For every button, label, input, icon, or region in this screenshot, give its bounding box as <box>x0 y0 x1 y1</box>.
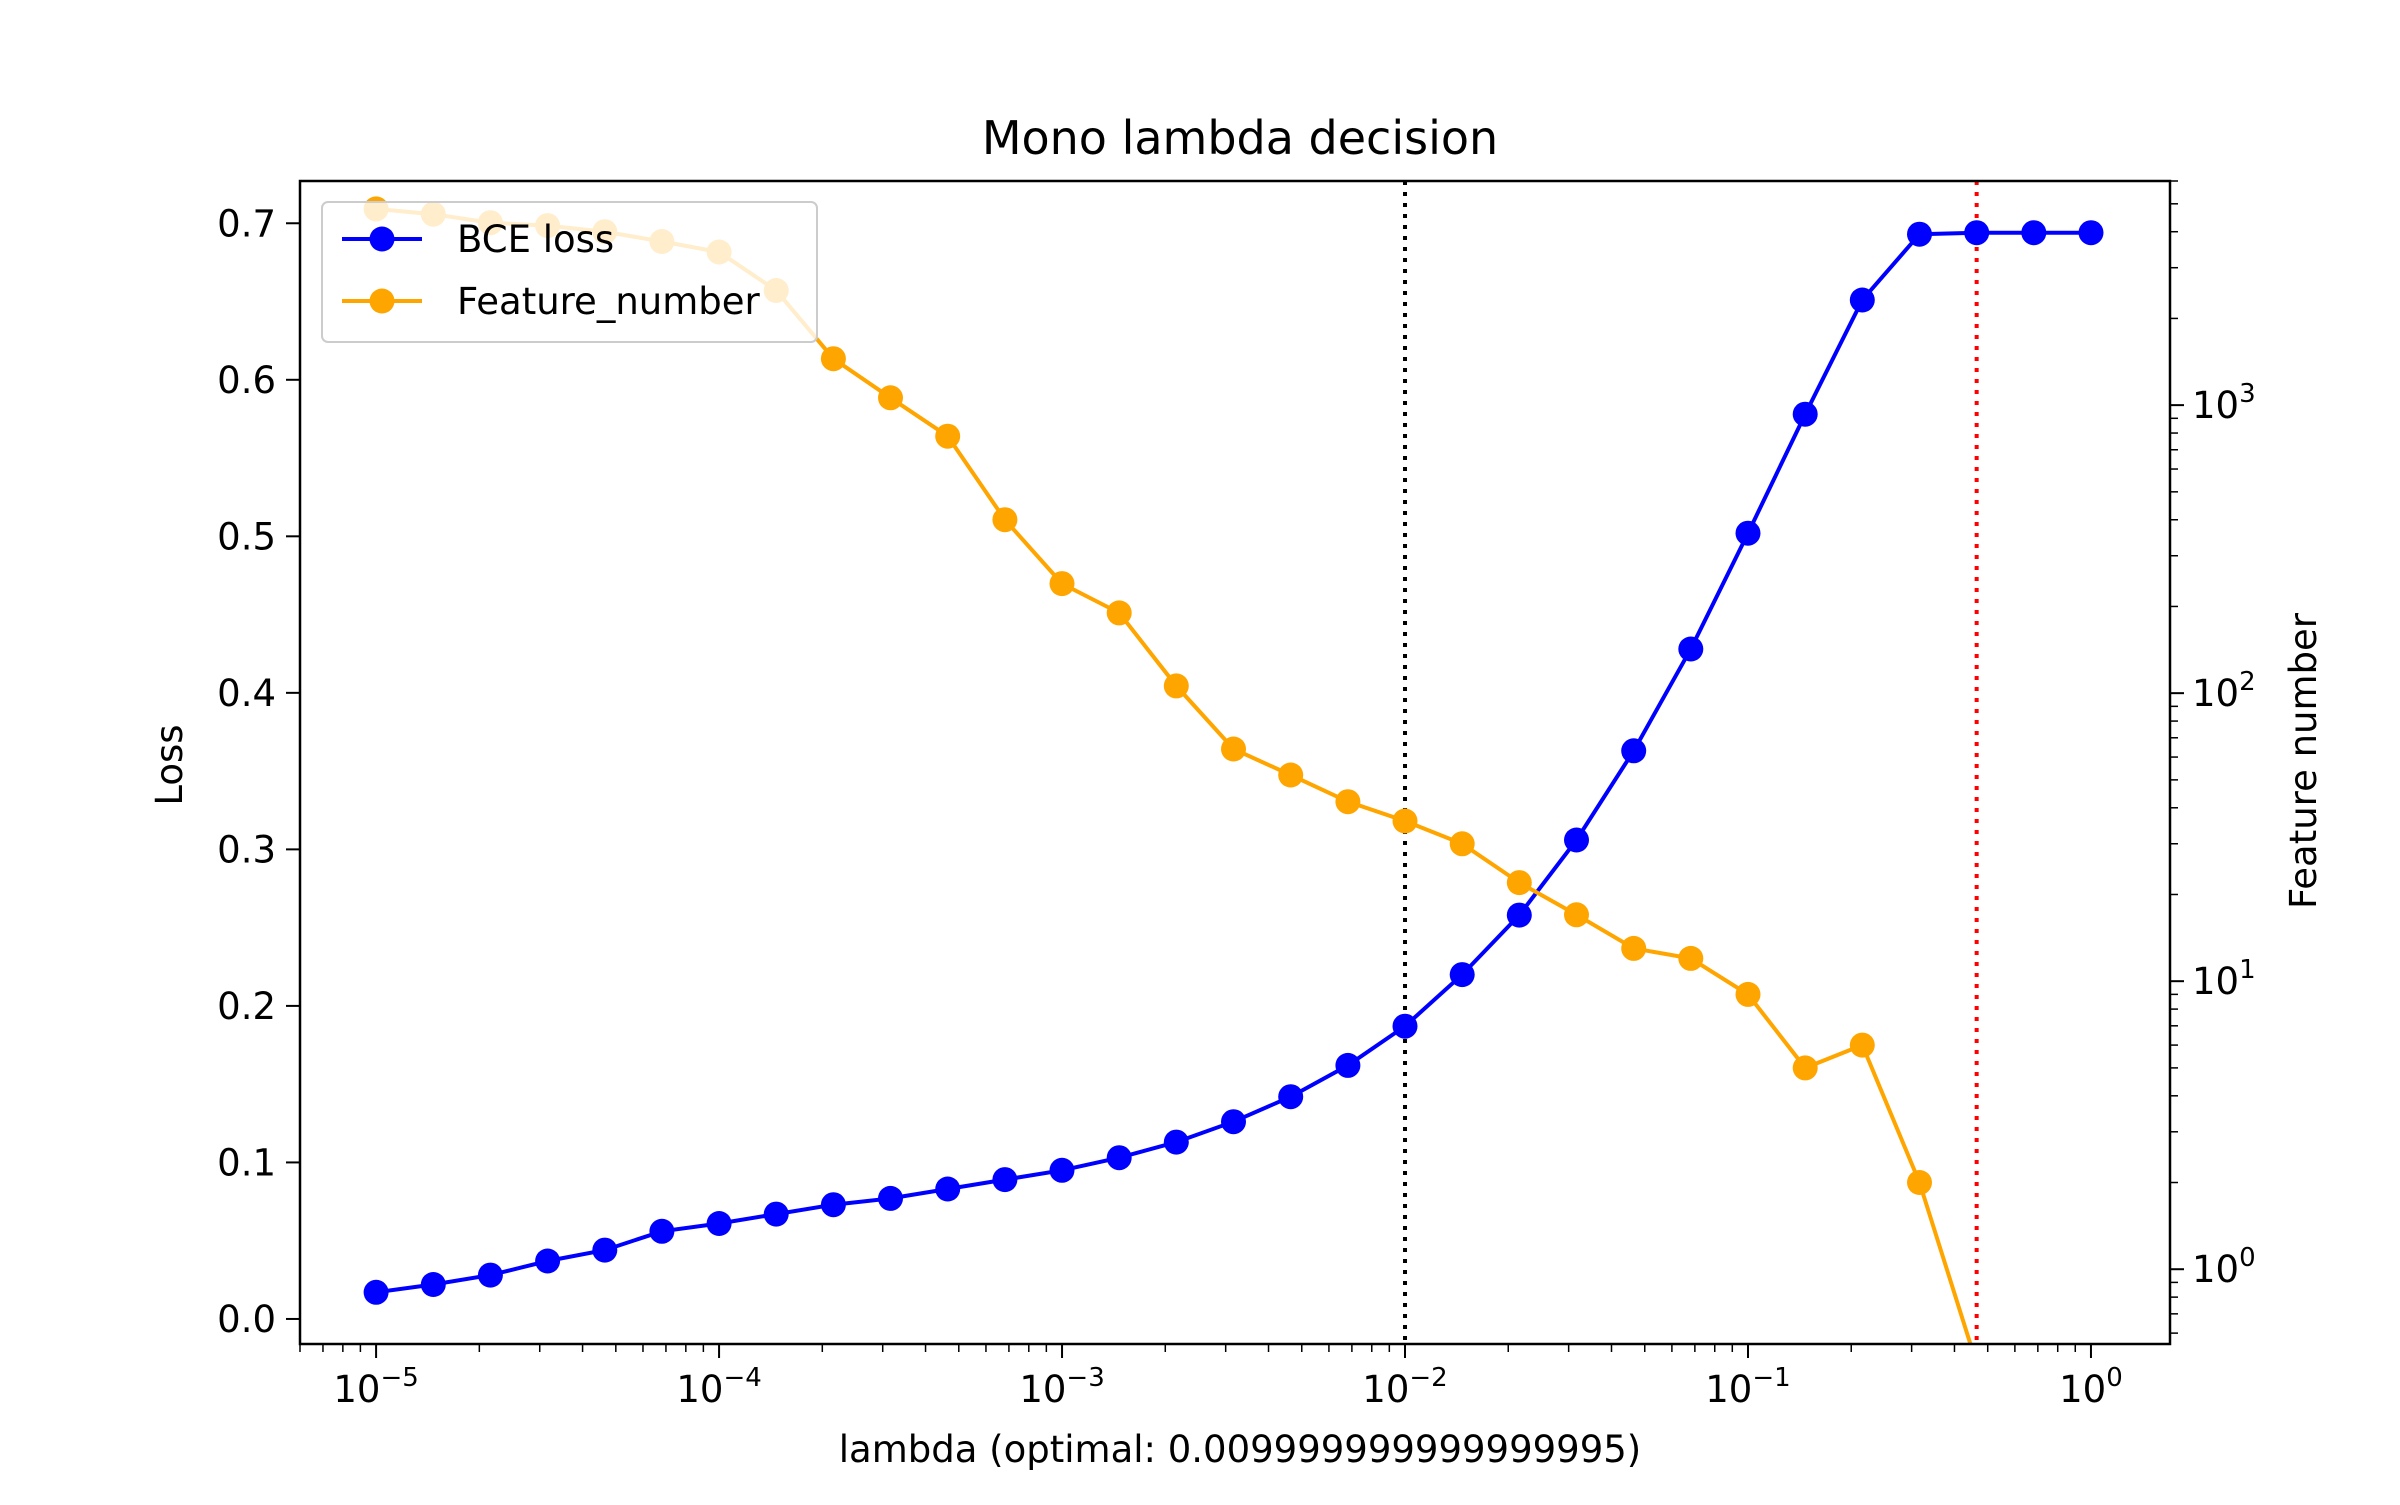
feature-number-point <box>1049 571 1075 597</box>
y-right-tick-label: 101 <box>2192 955 2256 1003</box>
feature-number-point <box>992 507 1018 533</box>
bce-loss-point <box>1564 827 1589 853</box>
plot-area: 10−5 10−4 10−3 10−2 10−1 100 0.0 0.1 0.2 0.3 0.4 0.… <box>217 179 2256 1411</box>
bce-loss-point <box>1449 962 1475 988</box>
y-left-tick-label: 0.0 <box>217 1298 276 1341</box>
bce-loss-point <box>1049 1157 1075 1183</box>
bce-loss-point <box>1221 1109 1246 1135</box>
y-right-tick-label: 103 <box>2192 379 2256 427</box>
legend-feature-number-marker <box>369 288 395 314</box>
legend: BCE loss Feature_number <box>321 201 818 343</box>
feature-number-point <box>1449 831 1475 857</box>
x-tick-label: 10−4 <box>676 1363 761 1411</box>
chart-title: Mono lambda decision <box>982 111 1498 165</box>
y-right-tick-label: 102 <box>2192 667 2256 715</box>
y-axis-label-right: Feature number <box>2282 612 2325 909</box>
bce-loss-point <box>1964 220 1990 246</box>
bce-loss-point <box>1506 902 1532 928</box>
bce-loss-point <box>477 1262 503 1288</box>
bce-loss-point <box>1106 1145 1132 1171</box>
bce-loss-point <box>420 1272 446 1297</box>
bce-loss-point <box>1335 1052 1361 1078</box>
bce-loss-point <box>649 1218 675 1244</box>
feature-number-point <box>1392 808 1418 834</box>
feature-number-point <box>935 423 961 449</box>
feature-number-point <box>1221 736 1246 762</box>
feature-number-point <box>1564 902 1589 928</box>
legend-box <box>321 201 818 343</box>
feature-number-line <box>375 206 1973 1344</box>
plot-frame <box>298 179 2172 1346</box>
bce-loss-point <box>820 1192 846 1218</box>
x-tick-label: 10−3 <box>1019 1363 1104 1411</box>
y-left-tick-label: 0.5 <box>217 515 276 558</box>
feature-number-point <box>1506 870 1532 896</box>
bce-loss-point <box>992 1167 1018 1193</box>
feature-number-point <box>1849 1032 1875 1058</box>
y-left-tick-label: 0.3 <box>217 828 276 871</box>
legend-bce-loss-marker <box>369 226 395 252</box>
feature-number-point <box>820 346 846 372</box>
bce-loss-point <box>592 1237 618 1263</box>
bce-loss-point <box>1678 636 1704 662</box>
x-tick-label: 10−2 <box>1362 1363 1447 1411</box>
y-left-tick-label: 0.7 <box>217 202 276 245</box>
feature-number-point <box>1163 673 1189 699</box>
y-axis-label-left: Loss <box>148 724 191 805</box>
feature-number-point <box>878 385 903 411</box>
y-left-tick-label: 0.4 <box>217 672 276 715</box>
feature-number-point <box>1106 600 1132 626</box>
legend-feature-number-label: Feature_number <box>457 280 761 323</box>
bce-loss-point <box>1907 221 1932 247</box>
bce-loss-point <box>1792 401 1818 427</box>
y-right-tick-label: 100 <box>2192 1243 2256 1291</box>
y-left-tick-label: 0.6 <box>217 359 276 402</box>
feature-number-point <box>1278 762 1304 788</box>
bce-loss-point <box>1392 1013 1418 1039</box>
bce-loss-point <box>1735 520 1761 546</box>
feature-number-point <box>1678 945 1704 971</box>
bce-loss-point <box>363 1279 389 1305</box>
bce-loss-point <box>1278 1084 1304 1110</box>
bce-loss-point <box>706 1211 732 1236</box>
bce-loss-point <box>1163 1129 1189 1155</box>
x-axis-label: lambda (optimal: 0.009999999999999995) <box>839 1428 1641 1471</box>
bce-loss-point <box>1849 287 1875 313</box>
x-tick-label: 100 <box>2059 1363 2123 1411</box>
bce-loss-point <box>763 1201 789 1227</box>
feature-number-point <box>1335 789 1361 815</box>
bce-loss-point <box>878 1185 903 1211</box>
bce-loss-point <box>2078 220 2104 246</box>
y-left-tick-label: 0.2 <box>217 985 276 1028</box>
x-tick-label: 10−5 <box>333 1363 418 1411</box>
bce-loss-point <box>2021 220 2047 246</box>
bce-loss-point <box>535 1248 561 1274</box>
y-left-tick-label: 0.1 <box>217 1141 276 1184</box>
legend-bce-loss-label: BCE loss <box>457 218 614 261</box>
x-tick-label: 10−1 <box>1705 1363 1790 1411</box>
feature-number-point <box>1792 1055 1818 1081</box>
bce-loss-point <box>1621 738 1647 764</box>
feature-number-point <box>1735 981 1761 1007</box>
feature-number-point <box>1907 1170 1932 1195</box>
bce-loss-point <box>935 1176 961 1202</box>
feature-number-point <box>1621 935 1647 961</box>
